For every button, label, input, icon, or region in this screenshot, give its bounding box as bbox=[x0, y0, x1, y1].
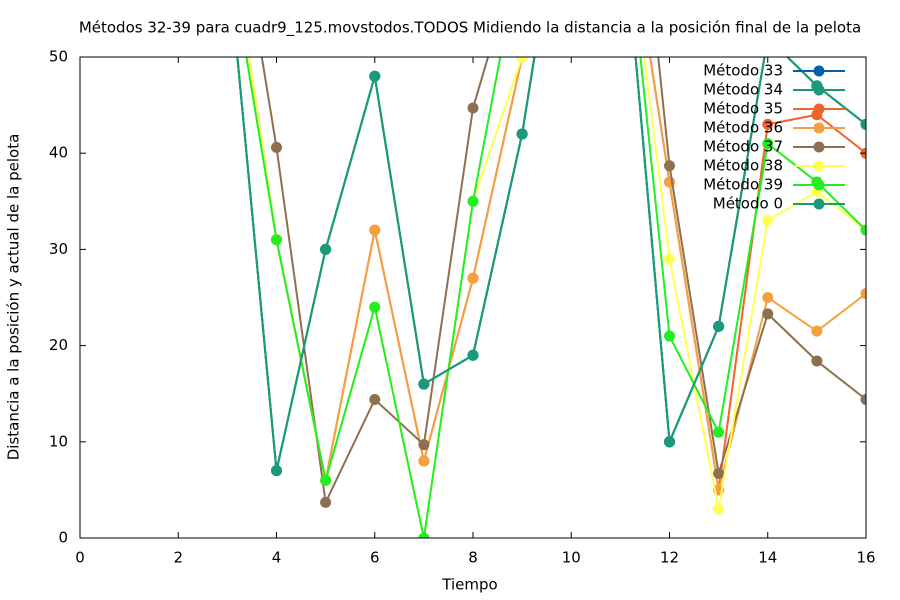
legend-label: Método 35 bbox=[703, 100, 783, 118]
point bbox=[467, 272, 479, 284]
point bbox=[369, 301, 381, 313]
point bbox=[762, 215, 774, 227]
point bbox=[762, 138, 774, 150]
x-tick-label: 10 bbox=[562, 549, 581, 567]
point bbox=[467, 349, 479, 361]
point bbox=[860, 224, 866, 236]
x-tick-label: 6 bbox=[370, 549, 380, 567]
point bbox=[664, 253, 675, 265]
x-tick-label: 0 bbox=[75, 549, 85, 567]
legend-label: Método 0 bbox=[713, 195, 783, 213]
legend-marker bbox=[813, 179, 825, 191]
point bbox=[369, 70, 381, 82]
y-tick-label: 20 bbox=[49, 336, 68, 354]
point bbox=[516, 128, 528, 140]
legend-marker bbox=[813, 103, 825, 115]
series-line bbox=[248, 57, 866, 491]
point bbox=[762, 308, 774, 320]
legend-marker bbox=[813, 160, 825, 172]
y-tick-label: 0 bbox=[58, 529, 68, 547]
x-tick-label: 8 bbox=[468, 549, 478, 567]
series-line bbox=[245, 57, 866, 538]
point bbox=[713, 426, 725, 438]
legend-marker bbox=[813, 141, 825, 153]
point bbox=[418, 439, 430, 451]
point bbox=[664, 436, 675, 448]
point bbox=[664, 330, 675, 342]
y-tick-label: 40 bbox=[49, 144, 68, 162]
x-tick-label: 16 bbox=[856, 549, 875, 567]
y-axis-label: Distancia a la posición y actual de la p… bbox=[5, 134, 23, 461]
legend-label: Método 39 bbox=[703, 176, 783, 194]
legend-label: Método 37 bbox=[703, 138, 783, 156]
point bbox=[467, 195, 479, 207]
point bbox=[762, 292, 774, 303]
point bbox=[271, 465, 282, 477]
legend-label: Método 33 bbox=[703, 62, 783, 80]
legend-label: Método 36 bbox=[703, 119, 783, 137]
legend-marker bbox=[813, 198, 825, 210]
series-line bbox=[260, 57, 866, 506]
x-tick-label: 12 bbox=[660, 549, 679, 567]
point bbox=[320, 243, 332, 255]
x-tick-label: 2 bbox=[173, 549, 183, 567]
point bbox=[271, 234, 282, 246]
x-tick-label: 4 bbox=[272, 549, 282, 567]
point bbox=[762, 118, 774, 130]
legend-marker bbox=[813, 122, 825, 134]
legend-label: Método 34 bbox=[703, 81, 783, 99]
point bbox=[860, 118, 866, 130]
point bbox=[516, 57, 528, 63]
point bbox=[713, 468, 725, 480]
legend-marker bbox=[813, 84, 825, 96]
x-axis-label: Tiempo bbox=[441, 576, 497, 594]
series-line bbox=[236, 57, 866, 471]
y-tick-label: 30 bbox=[49, 240, 68, 258]
point bbox=[467, 102, 479, 114]
y-tick-label: 10 bbox=[49, 432, 68, 450]
point bbox=[811, 325, 823, 337]
point bbox=[418, 455, 430, 467]
point bbox=[860, 288, 866, 300]
point bbox=[271, 141, 282, 153]
point bbox=[320, 474, 332, 486]
y-tick-label: 50 bbox=[49, 48, 68, 66]
point bbox=[713, 503, 725, 515]
point bbox=[713, 320, 725, 332]
point bbox=[320, 496, 332, 508]
x-tick-label: 14 bbox=[758, 549, 777, 567]
legend-marker bbox=[813, 65, 825, 77]
point bbox=[418, 532, 430, 538]
point bbox=[811, 355, 823, 367]
chart-title: Métodos 32-39 para cuadr9_125.movstodos.… bbox=[79, 19, 861, 38]
point bbox=[369, 393, 381, 405]
point bbox=[664, 160, 675, 172]
point bbox=[418, 378, 430, 390]
point bbox=[860, 393, 866, 405]
legend-label: Método 38 bbox=[703, 157, 783, 175]
point bbox=[369, 224, 381, 236]
